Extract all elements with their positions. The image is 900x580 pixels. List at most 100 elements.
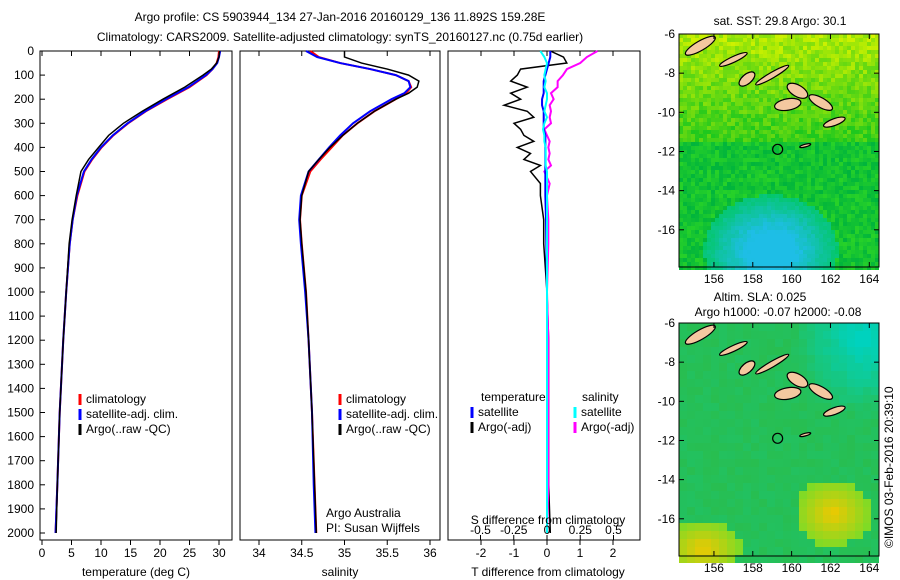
map-cell xyxy=(847,451,855,459)
map-cell xyxy=(807,34,811,38)
map-cell xyxy=(763,158,767,162)
temperature-axis-tick-label: 25 xyxy=(183,546,197,560)
map-cell xyxy=(731,98,735,102)
map-cell xyxy=(823,78,827,82)
map-cell xyxy=(787,186,791,190)
map-cell xyxy=(739,238,743,242)
map-cell xyxy=(827,190,831,194)
map-cell xyxy=(763,202,767,206)
map-cell xyxy=(855,150,859,154)
map-cell xyxy=(739,34,743,38)
map-cell xyxy=(747,174,751,178)
map-cell xyxy=(855,483,863,491)
map-cell xyxy=(843,178,847,182)
map-cell xyxy=(831,459,839,467)
map-cell xyxy=(799,66,803,70)
map-cell xyxy=(815,475,823,483)
map-cell xyxy=(791,62,795,66)
map-cell xyxy=(739,266,743,270)
map-cell xyxy=(711,475,719,483)
map-cell xyxy=(723,46,727,50)
map-cell xyxy=(759,467,767,475)
map-cell xyxy=(679,182,683,186)
map-cell xyxy=(815,182,819,186)
map-cell xyxy=(835,258,839,262)
map-cell xyxy=(815,339,823,347)
map-cell xyxy=(859,126,863,130)
map-cell xyxy=(687,499,695,507)
map-cell xyxy=(759,222,763,226)
map-cell xyxy=(767,515,775,523)
map-cell xyxy=(835,194,839,198)
map-cell xyxy=(687,347,695,355)
map-cell xyxy=(831,258,835,262)
map-cell xyxy=(875,182,879,186)
map-cell xyxy=(695,78,699,82)
map-cell xyxy=(815,403,823,411)
map-cell xyxy=(727,427,735,435)
map-cell xyxy=(835,86,839,90)
map-cell xyxy=(691,90,695,94)
map-cell xyxy=(755,126,759,130)
map-cell xyxy=(703,443,711,451)
map-cell xyxy=(855,146,859,150)
map-cell xyxy=(783,258,787,262)
map-cell xyxy=(875,258,879,262)
map-cell xyxy=(855,182,859,186)
map-cell xyxy=(695,347,703,355)
map-cell xyxy=(871,90,875,94)
map-cell xyxy=(683,150,687,154)
map-cell xyxy=(803,242,807,246)
map-cell xyxy=(823,214,827,218)
map-cell xyxy=(843,158,847,162)
map-cell xyxy=(683,214,687,218)
map-cell xyxy=(679,483,687,491)
map-cell xyxy=(755,42,759,46)
map-cell xyxy=(727,114,731,118)
map-cell xyxy=(747,182,751,186)
map-cell xyxy=(735,178,739,182)
map-cell xyxy=(827,210,831,214)
map-cell xyxy=(691,266,695,270)
map-cell xyxy=(751,210,755,214)
map-cell xyxy=(835,106,839,110)
map-cell xyxy=(747,54,751,58)
map-cell xyxy=(855,246,859,250)
map-cell xyxy=(819,38,823,42)
map-cell xyxy=(679,467,687,475)
map-cell xyxy=(875,58,879,62)
map-cell xyxy=(731,166,735,170)
map-cell xyxy=(679,170,683,174)
map-cell xyxy=(731,122,735,126)
map-cell xyxy=(755,230,759,234)
map-cell xyxy=(839,138,843,142)
map-cell xyxy=(871,355,879,363)
map-cell xyxy=(683,74,687,78)
map-cell xyxy=(851,162,855,166)
map-cell xyxy=(735,523,743,531)
map-cell xyxy=(707,102,711,106)
map-cell xyxy=(843,90,847,94)
map-cell xyxy=(835,154,839,158)
map-cell xyxy=(791,54,795,58)
map-cell xyxy=(707,230,711,234)
map-cell xyxy=(703,523,711,531)
map-cell xyxy=(715,74,719,78)
map-cell xyxy=(699,162,703,166)
map-cell xyxy=(851,46,855,50)
map-cell xyxy=(819,118,823,122)
lon-tick-label: 160 xyxy=(782,272,802,286)
map-cell xyxy=(871,174,875,178)
map-cell xyxy=(843,50,847,54)
map-cell xyxy=(811,58,815,62)
map-cell xyxy=(811,118,815,122)
map-cell xyxy=(839,34,843,38)
temperature-legend-label: Argo(..raw -QC) xyxy=(86,422,171,436)
map-cell xyxy=(859,234,863,238)
map-cell xyxy=(679,194,683,198)
map-cell xyxy=(823,507,831,515)
depth-tick-label: 300 xyxy=(14,116,34,130)
map-cell xyxy=(683,126,687,130)
map-cell xyxy=(763,178,767,182)
map-cell xyxy=(787,78,791,82)
